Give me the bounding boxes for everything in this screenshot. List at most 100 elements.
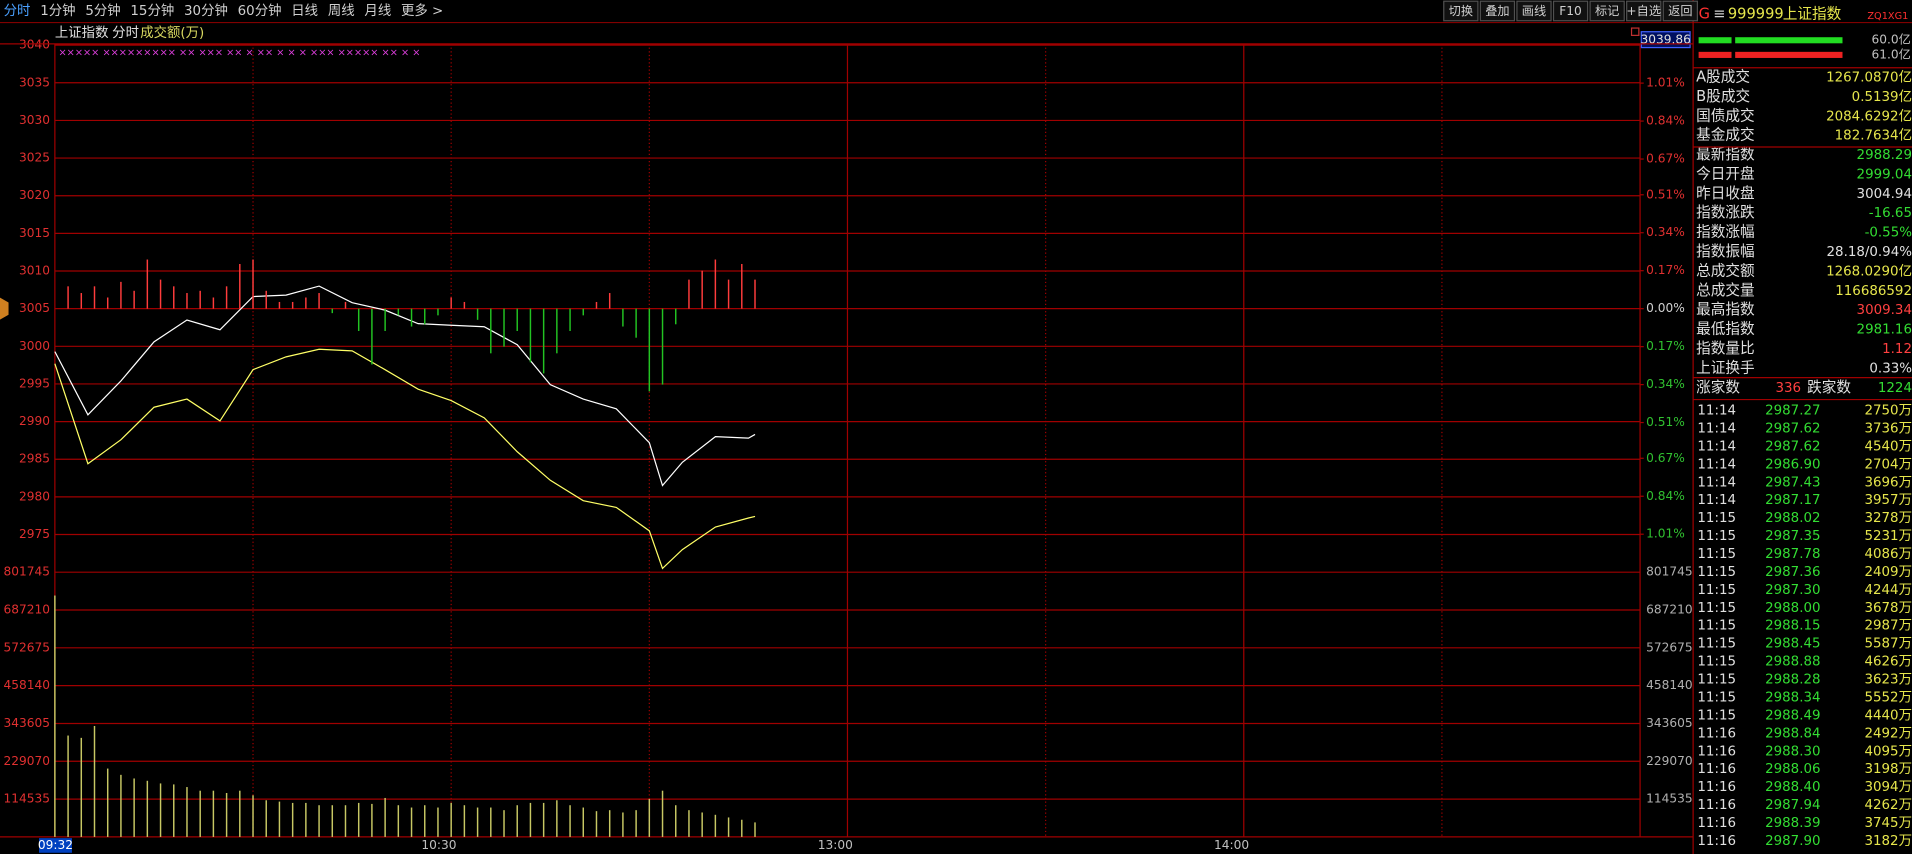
tick-time: 11:16: [1697, 726, 1736, 741]
tick-volume: 3745万: [1864, 816, 1912, 831]
tick-volume: 4262万: [1864, 798, 1912, 813]
tick-time: 11:14: [1697, 457, 1736, 472]
toolbar-button[interactable]: [1443, 0, 1479, 22]
meter-label: 60.0亿: [1871, 32, 1910, 47]
breadth-bar: [529, 308, 532, 363]
breadth-bar: [186, 293, 188, 309]
toolbar-button[interactable]: [1516, 0, 1552, 22]
toolbar-button-label[interactable]: 画线: [1522, 4, 1546, 18]
toolbar-tab[interactable]: 1分钟: [40, 2, 75, 19]
breadth-bar: [291, 301, 294, 309]
volume-bar: [714, 814, 717, 837]
toolbar-tab[interactable]: 30分钟: [184, 2, 228, 19]
toolbar-tab[interactable]: 15分钟: [130, 2, 174, 19]
y2-tick-label: 0.34%: [1646, 377, 1685, 391]
breadth-bar: [212, 297, 215, 309]
stat-label: 指数量比: [1696, 340, 1755, 357]
volume-bar: [622, 812, 624, 837]
stat-label: 指数涨跌: [1696, 204, 1755, 221]
breadth-bar: [80, 293, 83, 309]
price-line: [54, 285, 756, 487]
x-tick-label: 14:00: [1214, 838, 1249, 852]
toolbar-tab[interactable]: 60分钟: [238, 2, 282, 19]
toolbar-button[interactable]: [1662, 0, 1698, 22]
toolbar-tab[interactable]: 更多 >: [401, 2, 443, 19]
toolbar-tab[interactable]: 日线: [291, 3, 318, 19]
toolbar-button[interactable]: [1626, 0, 1662, 22]
volume-bar: [318, 805, 320, 837]
tick-time: 11:15: [1697, 511, 1736, 526]
y-tick-label: 114535: [3, 792, 50, 806]
volume-bar: [159, 783, 162, 837]
tick-volume: 4440万: [1864, 708, 1912, 723]
toolbar-button-label[interactable]: 叠加: [1485, 4, 1509, 18]
tick-time: 11:16: [1697, 744, 1736, 759]
volume-bar: [133, 778, 135, 837]
y2-tick-label: 0.67%: [1646, 152, 1685, 166]
toolbar-button-label[interactable]: 标记: [1595, 4, 1619, 18]
breadth-bar: [437, 308, 439, 316]
tick-time: 11:14: [1697, 404, 1736, 419]
volume-bar: [688, 810, 690, 837]
y-tick-label: 458140: [3, 678, 50, 692]
y-tick-label: 3030: [19, 113, 50, 127]
toolbar-button[interactable]: [1589, 0, 1625, 22]
volume-bar: [120, 774, 122, 837]
y-tick-label: 3010: [19, 264, 50, 278]
tick-volume: 4095万: [1864, 744, 1912, 759]
toolbar-tab[interactable]: 月线: [364, 3, 391, 19]
stat-label: 最新指数: [1696, 146, 1755, 163]
breadth-bar: [265, 290, 267, 309]
toolbar-button[interactable]: [1479, 0, 1516, 22]
volume-bar: [199, 790, 201, 837]
y-tick-label: 3000: [19, 339, 50, 353]
tick-time: 11:14: [1697, 475, 1736, 490]
y-tick-label: 2995: [19, 376, 50, 390]
toolbar-button-label[interactable]: 切换: [1449, 4, 1473, 18]
volume-bar: [371, 803, 373, 837]
toolbar-button-label[interactable]: F10: [1559, 4, 1582, 18]
toolbar-tab[interactable]: 5分钟: [85, 2, 120, 19]
breadth-bar: [318, 293, 320, 309]
tick-volume: 2409万: [1864, 565, 1912, 580]
stat-label: 基金成交: [1696, 126, 1755, 144]
tick-volume: 3094万: [1864, 780, 1912, 795]
tick-price: 2987.30: [1765, 583, 1820, 598]
tick-price: 2987.90: [1765, 834, 1820, 849]
tick-price: 2988.45: [1765, 637, 1820, 652]
toolbar-button[interactable]: [1552, 0, 1589, 22]
volume-bar: [291, 802, 294, 837]
tick-time: 11:15: [1697, 619, 1736, 634]
breadth-bar: [648, 308, 651, 392]
breadth-bar: [754, 279, 756, 309]
y-tick-label: 2980: [19, 489, 50, 503]
breadth-bar: [159, 279, 162, 309]
tick-price: 2987.62: [1765, 439, 1820, 454]
breadth-down-label: 跌家数: [1807, 379, 1851, 396]
tick-price: 2988.88: [1765, 655, 1820, 670]
volume-bar: [661, 790, 664, 837]
meter-bar: [1735, 37, 1843, 44]
toolbar-button-label[interactable]: 返回: [1668, 4, 1692, 18]
breadth-bar: [239, 263, 241, 309]
toolbar-tab[interactable]: 分时: [4, 3, 31, 19]
tick-time: 11:15: [1697, 601, 1736, 616]
quote-name: 上证指数: [1783, 6, 1842, 23]
breadth-bar: [371, 308, 373, 365]
stat-value: 28.18/0.94%: [1827, 245, 1912, 260]
meter-bar: [1735, 51, 1843, 58]
tick-volume: 2492万: [1864, 726, 1912, 741]
toolbar-tab[interactable]: 周线: [328, 3, 355, 19]
meter-label: 61.0亿: [1871, 46, 1910, 61]
breadth-bar: [67, 286, 69, 309]
y2-tick-label: 0.17%: [1646, 263, 1685, 277]
stat-value: 3004.94: [1857, 187, 1912, 202]
tick-price: 2987.35: [1765, 529, 1820, 544]
breadth-bar: [727, 279, 730, 309]
y2-tick-label: 0.84%: [1646, 489, 1685, 503]
chart-mode: 分时: [112, 25, 139, 41]
stat-label: 上证换手: [1696, 359, 1755, 376]
breadth-bar: [252, 259, 254, 309]
breadth-bar: [384, 308, 386, 331]
toolbar-button-label[interactable]: +自选: [1626, 4, 1661, 18]
